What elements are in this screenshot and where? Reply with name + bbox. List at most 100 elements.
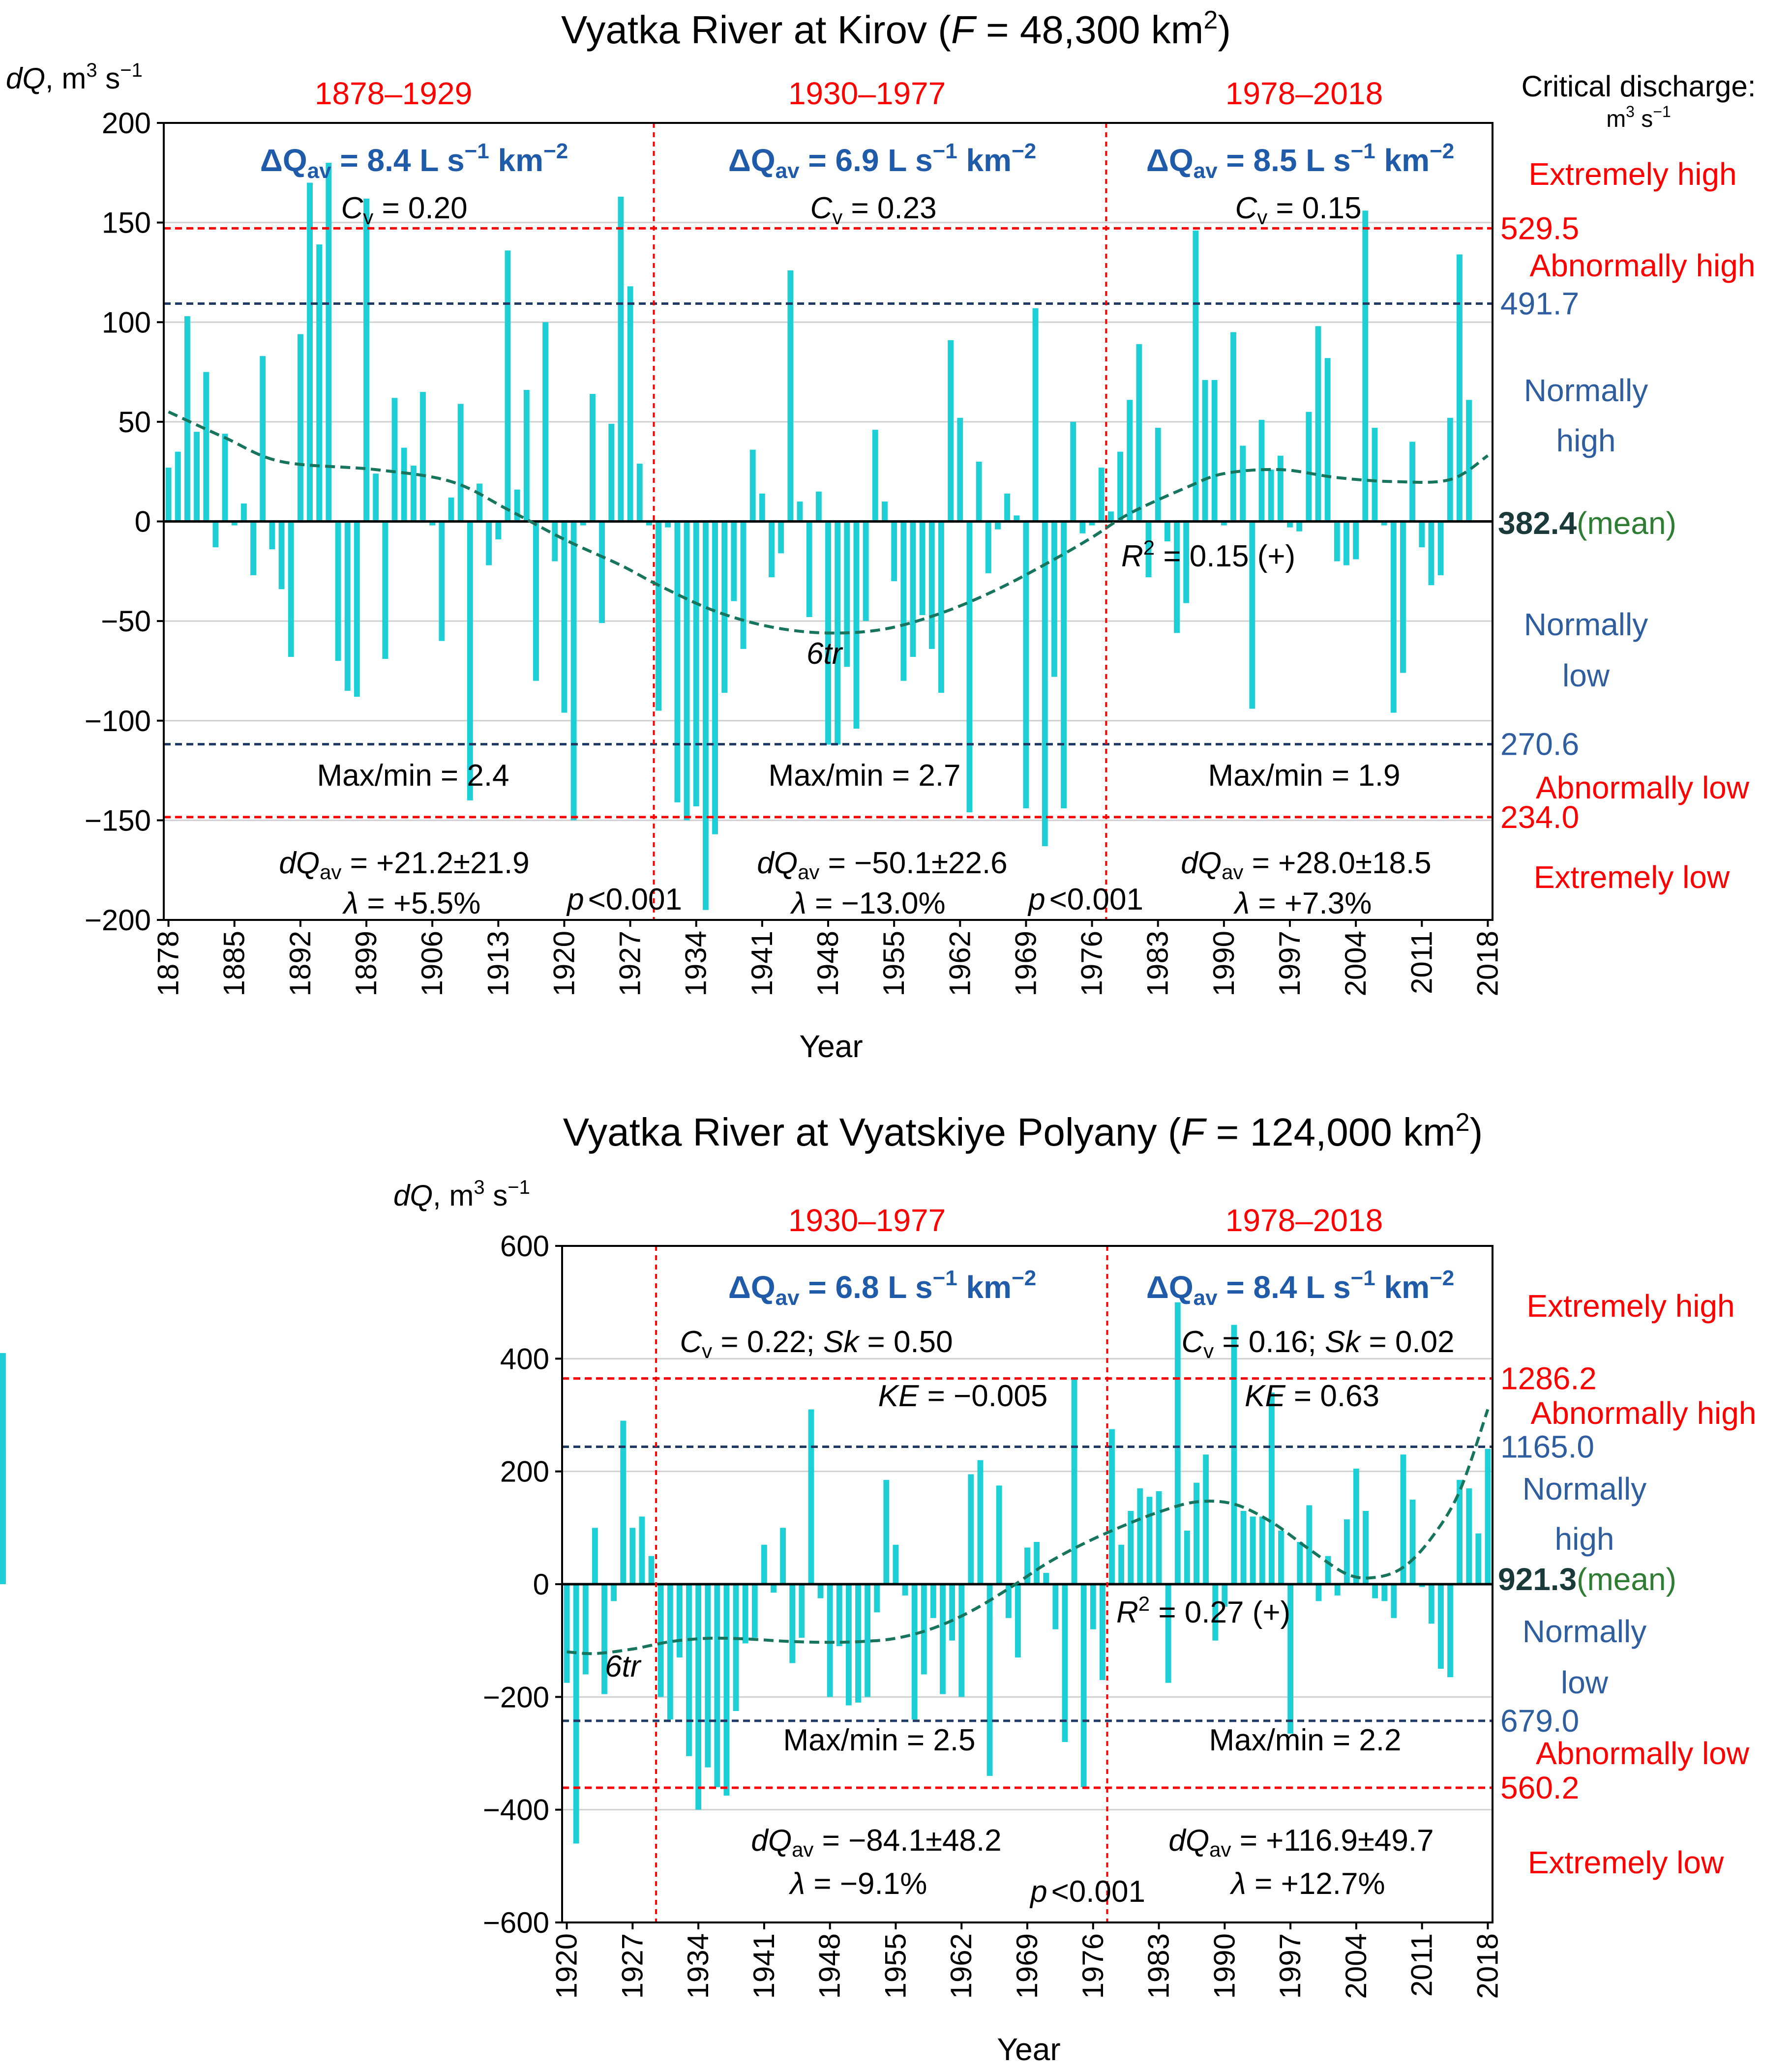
zone-normally-low-1: Normally — [1523, 1614, 1646, 1649]
bar — [316, 244, 323, 522]
dq-mean-2: dQav = −50.1±22.6 — [757, 846, 1007, 884]
x-tick-label: 1997 — [1273, 931, 1306, 996]
x-tick-label: 2004 — [1339, 931, 1372, 996]
bar — [1221, 521, 1227, 526]
x-axis-ticks: 1878 1885 1892 1899 1906 1913 1920 1927 1934 1941… — [152, 920, 1504, 996]
mean-value: 382.4 — [1498, 505, 1577, 541]
y-tick-label: −150 — [85, 804, 151, 837]
bar — [891, 521, 897, 582]
x-tick-label: 1885 — [218, 931, 251, 996]
bar — [1475, 1533, 1482, 1584]
bar — [1381, 1584, 1388, 1601]
bar — [194, 432, 200, 522]
bar — [1297, 1542, 1303, 1584]
chart-kirov: Vyatka River at Kirov (F = 48,300 km2) d… — [6, 6, 1756, 1064]
bar — [1485, 1448, 1491, 1584]
zone-extremely-low: Extremely low — [1528, 1845, 1724, 1880]
bar — [994, 521, 1001, 530]
y-tick-label: −100 — [85, 705, 151, 738]
bar — [1184, 1531, 1190, 1584]
x-tick-label: 1990 — [1207, 931, 1240, 996]
x-tick-label: 1955 — [877, 931, 910, 996]
threshold-label: 1165.0 — [1500, 1429, 1594, 1465]
bar — [495, 521, 502, 539]
bar — [1353, 1468, 1359, 1584]
bar — [872, 430, 878, 522]
bar — [836, 1584, 842, 1647]
bar — [1447, 417, 1453, 522]
y-tick-label: 150 — [102, 207, 151, 239]
bar — [391, 398, 398, 522]
x-tick-label: 1941 — [747, 1933, 780, 1999]
chart-title: Vyatka River at Vyatskiye Polyany (F = 1… — [563, 1108, 1483, 1154]
y-axis-label: dQ, m3 s−1 — [393, 1177, 530, 1212]
bar — [1428, 521, 1434, 586]
bar — [542, 322, 549, 522]
bar — [1034, 1542, 1040, 1584]
bar — [1334, 1584, 1341, 1595]
bar — [721, 521, 728, 693]
cv-1: Cv = 0.20 — [341, 191, 467, 229]
bar — [564, 1584, 570, 1683]
bar — [1156, 1491, 1162, 1584]
x-tick-label: 1962 — [945, 1933, 978, 1999]
bar — [1447, 1584, 1453, 1678]
bar — [1194, 1482, 1199, 1584]
bar — [288, 521, 294, 657]
x-tick-label: 1913 — [481, 931, 514, 996]
bar — [1315, 326, 1321, 522]
y-tick-label: 600 — [500, 1230, 549, 1263]
bar — [1127, 400, 1133, 522]
chart-title-mid: = 48,300 km — [975, 8, 1204, 52]
bar — [1004, 493, 1011, 522]
x-tick-label: 1878 — [152, 931, 185, 996]
p-value-2: p <0.001 — [1027, 883, 1143, 916]
bar — [1334, 521, 1340, 561]
bar — [919, 521, 926, 615]
chart-title-sup: 2 — [1456, 1108, 1470, 1137]
bar — [759, 493, 765, 522]
bar — [684, 521, 690, 821]
bar — [712, 521, 718, 834]
bar — [1079, 521, 1086, 533]
bar — [1249, 521, 1255, 709]
bar — [1372, 1584, 1378, 1598]
x-tick-label: 1955 — [879, 1933, 912, 1999]
x-axis-label: Year — [799, 1029, 863, 1064]
bar — [1419, 1584, 1425, 1587]
bar — [608, 423, 615, 522]
bar — [514, 489, 520, 522]
x-tick-label: 1920 — [550, 1933, 583, 1999]
bar — [844, 521, 850, 667]
bar — [1466, 400, 1472, 522]
chart-title-mid: = 124,000 km — [1205, 1110, 1455, 1154]
right-header-unit: m3 s−1 — [1606, 103, 1671, 132]
x-tick-label: 2011 — [1405, 1933, 1438, 1997]
bar — [1240, 1510, 1247, 1584]
x-tick-label: 1920 — [547, 931, 580, 996]
threshold-label: 1286.2 — [1500, 1361, 1597, 1396]
mean-suffix: (mean) — [1577, 1562, 1676, 1597]
x-axis-ticks: 1920 1927 1934 1941 1948 1955 1962 1969 1976 1983… — [550, 1922, 1504, 1999]
bar — [1240, 445, 1246, 522]
bar — [184, 316, 190, 522]
bar — [1391, 1584, 1397, 1618]
bar — [968, 1474, 974, 1584]
bar — [853, 521, 860, 729]
right-header-line1: Critical discharge: — [1522, 70, 1756, 103]
bar — [457, 404, 464, 522]
bar — [656, 521, 662, 711]
bar — [639, 1516, 645, 1584]
y-tick-label: −200 — [85, 904, 151, 937]
bar — [1043, 1573, 1049, 1584]
bar — [582, 1584, 589, 1675]
x-tick-label: 1927 — [614, 931, 647, 996]
x-tick-label: 1934 — [680, 931, 713, 996]
dq-mean-3: dQav = +28.0±18.5 — [1181, 846, 1431, 884]
bar — [957, 417, 963, 522]
zone-extremely-low: Extremely low — [1534, 859, 1730, 895]
bar — [1080, 1584, 1087, 1787]
trend-curve — [567, 1409, 1490, 1655]
maxmin-2: Max/min = 2.2 — [1209, 1723, 1401, 1757]
bar — [949, 1584, 956, 1641]
